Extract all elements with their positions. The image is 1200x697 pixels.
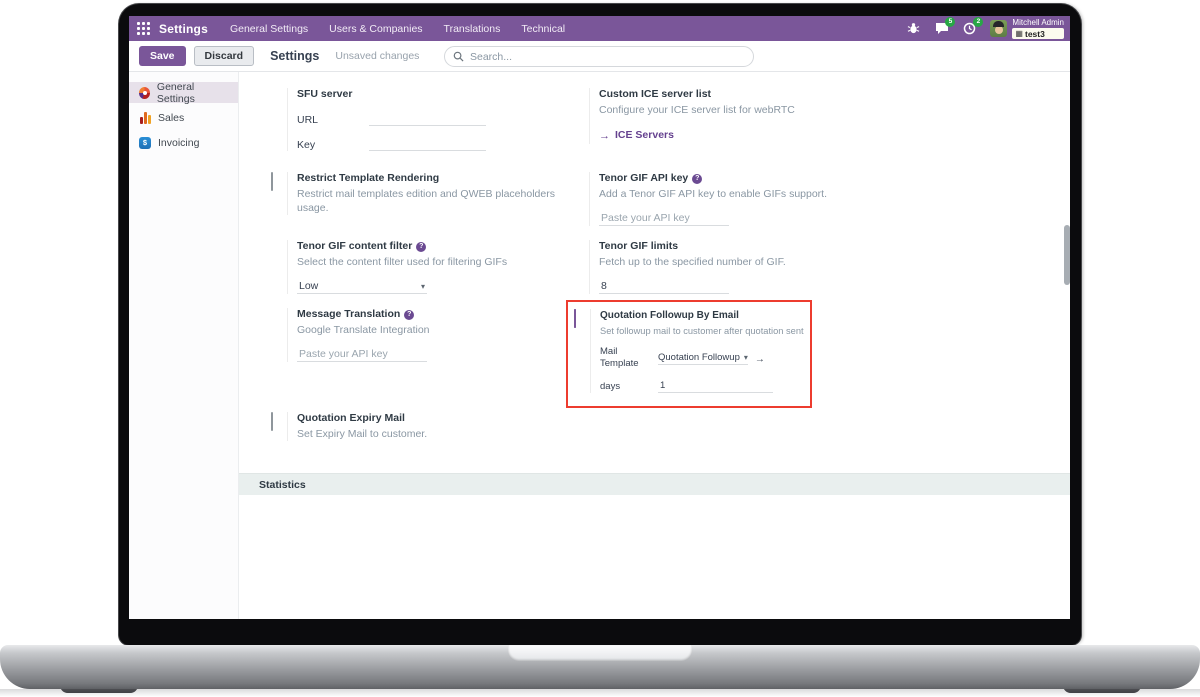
followup-title: Quotation Followup By Email — [600, 310, 739, 321]
user-menu[interactable]: Mitchell Admin ▦ test3 — [990, 18, 1064, 39]
setting-tenor-api-key: Tenor GIF API key Add a Tenor GIF API ke… — [589, 172, 869, 226]
expiry-desc: Set Expiry Mail to customer. — [297, 428, 428, 440]
laptop-reflection — [0, 689, 1200, 697]
expiry-title: Quotation Expiry Mail — [297, 412, 405, 424]
setting-quotation-expiry: Quotation Expiry Mail Set Expiry Mail to… — [271, 412, 559, 441]
control-panel: Save Discard Settings Unsaved changes — [129, 41, 1070, 72]
followup-desc: Set followup mail to customer after quot… — [600, 326, 804, 336]
days-label: days — [600, 381, 621, 392]
help-icon[interactable] — [404, 310, 415, 320]
tenor-api-key-input[interactable] — [599, 211, 729, 226]
chevron-down-icon — [744, 352, 748, 363]
search-icon — [453, 51, 464, 62]
settings-main-panel: SFU server URL Key Custom IC — [239, 72, 1070, 619]
breadcrumb-title: Settings — [270, 49, 320, 63]
tenor-filter-desc: Select the content filter used for filte… — [297, 256, 508, 268]
sidebar-item-sales[interactable]: Sales — [129, 107, 238, 128]
company-name: test3 — [1024, 28, 1045, 39]
search-bar — [444, 46, 754, 67]
menu-technical[interactable]: Technical — [521, 22, 566, 35]
menu-translations[interactable]: Translations — [443, 22, 501, 35]
discard-button[interactable]: Discard — [193, 46, 255, 66]
tenor-limits-title: Tenor GIF limits — [599, 240, 679, 252]
internal-link-arrow-icon — [599, 126, 610, 144]
search-input[interactable] — [470, 50, 745, 63]
statistics-section-header: Statistics — [239, 473, 1070, 495]
settings-sidebar: General Settings Sales Invoicing — [129, 72, 239, 619]
invoicing-icon — [139, 136, 151, 149]
unsaved-changes-indicator: Unsaved changes — [335, 50, 420, 62]
laptop-lid-notch — [508, 645, 692, 661]
setting-quotation-followup-highlighted: Quotation Followup By Email Set followup… — [566, 300, 812, 408]
days-input[interactable] — [658, 380, 773, 393]
menu-general-settings[interactable]: General Settings — [229, 22, 309, 35]
tenor-filter-select[interactable]: Low — [297, 279, 427, 294]
setting-message-translation: Message Translation Google Translate Int… — [287, 308, 559, 362]
sidebar-item-general-settings[interactable]: General Settings — [129, 81, 238, 105]
sfu-url-label: URL — [297, 114, 319, 126]
help-icon[interactable] — [416, 242, 427, 252]
sales-icon — [139, 111, 151, 124]
company-switcher[interactable]: ▦ test3 — [1012, 28, 1064, 39]
sfu-key-input[interactable] — [369, 136, 486, 151]
internal-link-arrow-icon[interactable] — [755, 349, 765, 367]
tenor-limits-desc: Fetch up to the specified number of GIF. — [599, 256, 786, 268]
messages-icon[interactable]: 5 — [934, 17, 956, 36]
vertical-scrollbar[interactable] — [1064, 225, 1070, 285]
setting-tenor-filter: Tenor GIF content filter Select the cont… — [287, 240, 559, 294]
app-name[interactable]: Settings — [159, 21, 208, 36]
user-avatar — [990, 20, 1008, 37]
restrict-desc: Restrict mail templates edition and QWEB… — [297, 188, 555, 214]
tenor-api-title: Tenor GIF API key — [599, 172, 869, 185]
setting-custom-ice: Custom ICE server list Configure your IC… — [589, 88, 869, 144]
general-settings-icon — [139, 86, 150, 99]
translation-api-key-input[interactable] — [297, 347, 427, 362]
activities-clock-icon[interactable]: 2 — [962, 17, 984, 36]
sfu-url-input[interactable] — [369, 111, 486, 126]
save-button[interactable]: Save — [139, 46, 186, 66]
sidebar-item-invoicing[interactable]: Invoicing — [129, 132, 238, 153]
translation-title: Message Translation — [297, 308, 559, 321]
tenor-limits-input[interactable] — [599, 279, 729, 294]
menu-users-companies[interactable]: Users & Companies — [329, 22, 423, 35]
building-icon: ▦ — [1015, 28, 1023, 38]
translation-desc: Google Translate Integration — [297, 324, 430, 336]
tenor-api-desc: Add a Tenor GIF API key to enable GIFs s… — [599, 188, 828, 200]
user-name: Mitchell Admin — [1012, 18, 1064, 27]
tenor-filter-title: Tenor GIF content filter — [297, 240, 559, 253]
restrict-template-checkbox[interactable] — [271, 172, 273, 191]
quotation-followup-checkbox[interactable] — [574, 309, 576, 328]
messages-badge: 5 — [945, 17, 956, 27]
activities-badge: 2 — [973, 17, 984, 27]
setting-sfu-server: SFU server URL Key — [287, 88, 559, 151]
debug-bug-icon[interactable] — [906, 21, 921, 36]
restrict-title: Restrict Template Rendering — [297, 172, 440, 184]
navbar-systray: 5 2 Mitchell Admin ▦ test3 — [906, 17, 1064, 39]
apps-menu-icon[interactable] — [137, 22, 150, 35]
main-navbar: Settings General Settings Users & Compan… — [129, 16, 1070, 41]
sfu-key-label: Key — [297, 139, 316, 151]
sfu-title: SFU server — [297, 88, 353, 100]
odoo-window: Settings General Settings Users & Compan… — [129, 16, 1070, 619]
mail-template-select[interactable]: Quotation Followup — [658, 352, 748, 365]
chevron-down-icon — [421, 280, 425, 292]
help-icon[interactable] — [692, 174, 703, 184]
setting-restrict-template: Restrict Template Rendering Restrict mai… — [271, 172, 559, 215]
quotation-expiry-checkbox[interactable] — [271, 412, 273, 431]
ice-desc: Configure your ICE server list for webRT… — [599, 104, 795, 116]
ice-title: Custom ICE server list — [599, 88, 712, 100]
ice-servers-link[interactable]: ICE Servers — [599, 126, 869, 144]
navbar-menus: General Settings Users & Companies Trans… — [230, 23, 565, 35]
mail-template-label: Mail Template — [600, 346, 639, 369]
setting-tenor-limits: Tenor GIF limits Fetch up to the specifi… — [589, 240, 869, 294]
